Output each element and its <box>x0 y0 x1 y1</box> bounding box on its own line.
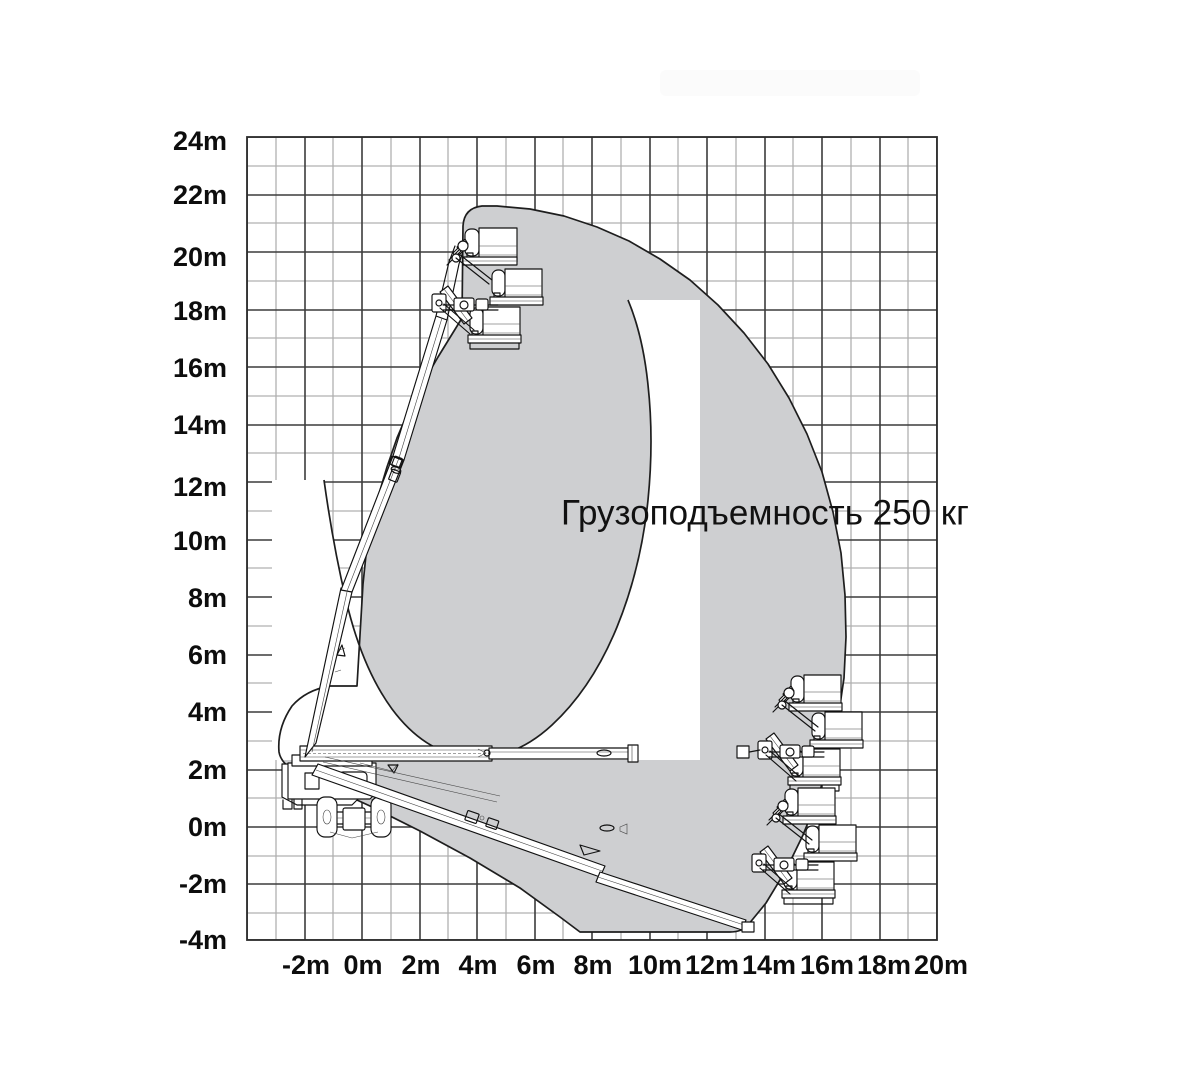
x-tick-label: 10m <box>628 950 682 980</box>
platform-cluster-below <box>741 787 858 933</box>
platform-cluster-right <box>736 674 864 792</box>
capacity-annotation: Грузоподъемность 250 кг <box>561 493 969 532</box>
x-tick-label: 6m <box>516 950 555 980</box>
platform-pose-right-a <box>788 674 843 712</box>
x-tick-label: 2m <box>401 950 440 980</box>
plot-frame <box>246 136 938 941</box>
boom-stowed-main <box>299 744 639 774</box>
platform-pose-right-b <box>809 711 864 749</box>
platform-pose-below-b <box>803 824 858 862</box>
y-tick-label: 10m <box>173 526 227 556</box>
y-tick-label: 8m <box>188 583 227 613</box>
y-tick-label: -2m <box>179 869 227 899</box>
boom-stowed-secondary <box>322 756 501 803</box>
envelope-inner-boundary <box>323 299 652 759</box>
platform-pose-upper-c <box>467 306 522 350</box>
y-axis-labels: 24m 22m 20m 18m 16m 14m 12m 10m 8m 6m 4m… <box>173 126 227 955</box>
platform-pose-upper-b <box>489 268 544 306</box>
y-tick-label: 22m <box>173 180 227 210</box>
y-tick-label: 16m <box>173 353 227 383</box>
jib-arms-right <box>736 685 825 782</box>
x-tick-label: 16m <box>800 950 854 980</box>
y-tick-label: 6m <box>188 640 227 670</box>
platform-cluster-top <box>431 227 544 350</box>
platform-pose-below-a <box>782 787 837 825</box>
jib-arms-top <box>431 238 499 335</box>
platform-pose-upper-a <box>462 227 518 266</box>
jib-arms-below <box>741 798 819 933</box>
x-tick-label: 18m <box>857 950 911 980</box>
y-tick-label: 18m <box>173 296 227 326</box>
y-tick-label: 4m <box>188 697 227 727</box>
y-tick-label: 12m <box>173 472 227 502</box>
x-tick-label: 12m <box>685 950 739 980</box>
y-tick-label: 14m <box>173 410 227 440</box>
y-tick-label: 2m <box>188 755 227 785</box>
x-tick-label: 20m <box>914 950 968 980</box>
boom-lowered-right <box>311 763 747 931</box>
machine-linework <box>281 227 864 933</box>
y-tick-label: 20m <box>173 242 227 272</box>
x-tick-label: -2m <box>282 950 330 980</box>
x-axis-labels: -2m 0m 2m 4m 6m 8m 10m 12m 14m 16m 18m 2… <box>282 950 968 980</box>
watermark <box>660 70 920 96</box>
x-tick-label: 14m <box>742 950 796 980</box>
x-tick-label: 8m <box>573 950 612 980</box>
y-tick-label: 0m <box>188 812 227 842</box>
y-tick-label: 24m <box>173 126 227 156</box>
x-tick-label: 0m <box>343 950 382 980</box>
y-tick-label: -4m <box>179 925 227 955</box>
x-tick-label: 4m <box>458 950 497 980</box>
